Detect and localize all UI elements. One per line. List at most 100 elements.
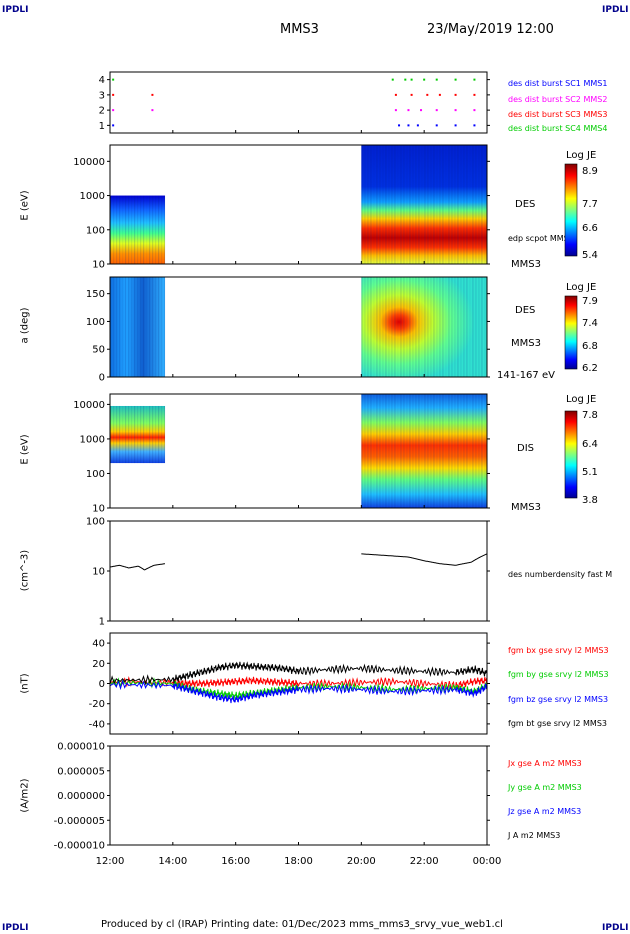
burst-marker bbox=[112, 109, 115, 112]
heatmap-block bbox=[361, 394, 487, 508]
heatmap-streak bbox=[125, 405, 127, 464]
burst-marker bbox=[473, 78, 476, 81]
heatmap-streak bbox=[137, 195, 139, 264]
heatmap-streak bbox=[146, 405, 148, 464]
des-energy-cb-tick: 7.7 bbox=[582, 199, 598, 210]
series-line bbox=[109, 679, 488, 704]
heatmap-streak bbox=[364, 394, 366, 508]
heatmap-streak bbox=[466, 277, 468, 377]
heatmap-block bbox=[110, 195, 165, 264]
heatmap-streak bbox=[143, 195, 145, 264]
x-tick-label: 22:00 bbox=[410, 856, 439, 867]
y-tick-label: 10 bbox=[92, 504, 105, 515]
heatmap-streak bbox=[424, 394, 426, 508]
y-tick-label: 1000 bbox=[80, 434, 105, 445]
burst-marker bbox=[426, 93, 429, 96]
legend-jy: Jy gse A m2 MMS3 bbox=[508, 783, 582, 792]
heatmap-streak bbox=[466, 145, 468, 264]
heatmap-streak bbox=[451, 277, 453, 377]
heatmap-streak bbox=[427, 394, 429, 508]
heatmap-streak bbox=[164, 405, 166, 464]
heatmap-streak bbox=[122, 405, 124, 464]
heatmap-streak bbox=[409, 145, 411, 264]
heatmap-streak bbox=[418, 394, 420, 508]
heatmap-streak bbox=[463, 394, 465, 508]
heatmap-streak bbox=[466, 394, 468, 508]
burst-marker bbox=[407, 109, 410, 112]
heatmap-streak bbox=[110, 277, 112, 377]
heatmap-streak bbox=[164, 277, 166, 377]
heatmap-streak bbox=[460, 394, 462, 508]
des-pitch-cb-tick: 6.2 bbox=[582, 363, 598, 374]
heatmap-streak bbox=[116, 405, 118, 464]
heatmap-streak bbox=[382, 145, 384, 264]
heatmap-streak bbox=[463, 145, 465, 264]
heatmap-streak bbox=[403, 394, 405, 508]
heatmap-streak bbox=[164, 195, 166, 264]
heatmap-streak bbox=[137, 277, 139, 377]
x-tick-label: 18:00 bbox=[284, 856, 313, 867]
heatmap-streak bbox=[418, 277, 420, 377]
heatmap-streak bbox=[403, 277, 405, 377]
des-pitch-side-instrument: DES bbox=[515, 305, 536, 316]
heatmap-streak bbox=[125, 277, 127, 377]
burst-marker bbox=[435, 109, 438, 112]
heatmap-streak bbox=[400, 277, 402, 377]
heatmap-streak bbox=[484, 277, 486, 377]
heatmap-streak bbox=[451, 145, 453, 264]
heatmap-streak bbox=[478, 277, 480, 377]
y-tick-label: 3 bbox=[99, 90, 105, 101]
burst-marker bbox=[151, 109, 154, 112]
heatmap-streak bbox=[361, 394, 363, 508]
heatmap-streak bbox=[155, 405, 157, 464]
heatmap-streak bbox=[448, 394, 450, 508]
heatmap-block bbox=[110, 277, 165, 377]
heatmap-streak bbox=[457, 145, 459, 264]
heatmap-streak bbox=[406, 145, 408, 264]
heatmap-streak bbox=[134, 277, 136, 377]
heatmap-streak bbox=[445, 394, 447, 508]
heatmap-streak bbox=[406, 394, 408, 508]
heatmap-streak bbox=[379, 145, 381, 264]
heatmap-streak bbox=[442, 394, 444, 508]
legend-j: J A m2 MMS3 bbox=[508, 831, 561, 840]
heatmap-streak bbox=[128, 277, 130, 377]
heatmap-streak bbox=[436, 145, 438, 264]
burst-marker bbox=[394, 109, 397, 112]
burst-marker bbox=[151, 93, 154, 96]
panel-background bbox=[110, 521, 487, 621]
x-tick-label: 20:00 bbox=[347, 856, 376, 867]
heatmap-streak bbox=[439, 394, 441, 508]
heatmap-streak bbox=[149, 195, 151, 264]
y-tick-label: 4 bbox=[99, 75, 105, 86]
heatmap-streak bbox=[457, 394, 459, 508]
heatmap-streak bbox=[433, 394, 435, 508]
heatmap-streak bbox=[409, 394, 411, 508]
burst-marker bbox=[391, 78, 394, 81]
dis-energy-side-sc: MMS3 bbox=[511, 502, 541, 513]
heatmap-streak bbox=[152, 277, 154, 377]
x-tick-label: 14:00 bbox=[158, 856, 187, 867]
heatmap-streak bbox=[475, 145, 477, 264]
y-tick-label: 0 bbox=[99, 373, 105, 384]
heatmap-streak bbox=[110, 405, 112, 464]
heatmap-streak bbox=[415, 277, 417, 377]
heatmap-streak bbox=[382, 277, 384, 377]
heatmap-streak bbox=[475, 277, 477, 377]
heatmap-streak bbox=[391, 277, 393, 377]
dis-energy-cb-tick: 5.1 bbox=[582, 467, 598, 478]
y-tick-label: -40 bbox=[89, 719, 105, 730]
heatmap-streak bbox=[361, 145, 363, 264]
corner-label-bottom-right: IPDLI bbox=[602, 923, 629, 933]
heatmap-streak bbox=[370, 145, 372, 264]
heatmap-streak bbox=[448, 277, 450, 377]
heatmap-streak bbox=[140, 405, 142, 464]
burst-marker bbox=[112, 93, 115, 96]
burst-marker bbox=[404, 78, 407, 81]
heatmap-streak bbox=[448, 145, 450, 264]
des-energy-side-sc: MMS3 bbox=[511, 259, 541, 270]
y-tick-label: 10 bbox=[92, 260, 105, 271]
burst-marker bbox=[407, 124, 410, 127]
heatmap-streak bbox=[400, 145, 402, 264]
y-tick-label: 0.000010 bbox=[57, 742, 105, 753]
